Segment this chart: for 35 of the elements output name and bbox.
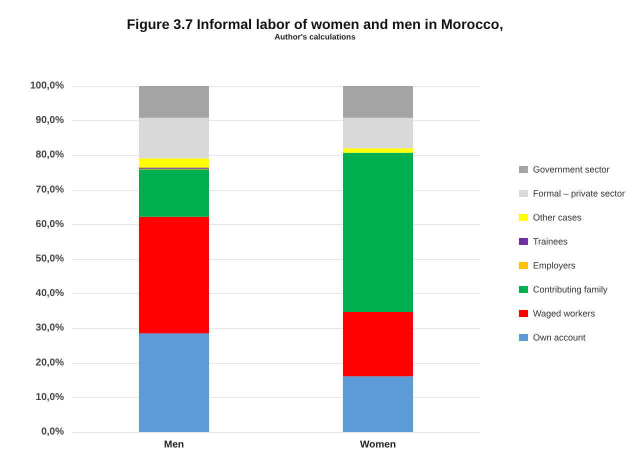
bar	[343, 148, 413, 153]
legend-label: Employers	[532, 260, 576, 270]
y-tick-label: 40,0%	[36, 288, 64, 300]
y-tick-label: 70,0%	[36, 184, 64, 196]
legend-label: Government sector	[532, 164, 610, 174]
y-tick-label: 100,0%	[30, 80, 64, 92]
legend-label: Trainees	[532, 236, 568, 246]
y-tick-label: 10,0%	[36, 392, 64, 403]
bar	[343, 152, 413, 312]
bar	[139, 216, 209, 334]
bar	[139, 118, 209, 158]
bar	[343, 118, 413, 148]
legend-label: Own account	[532, 332, 586, 342]
y-tick-label: 0,0%	[41, 426, 64, 438]
legend-label: Contributing family	[532, 284, 608, 294]
x-tick-label: Women	[360, 440, 396, 450]
chart-subtitle: Author's calculations	[274, 32, 356, 42]
y-tick-label: 30,0%	[36, 322, 64, 334]
bar	[139, 86, 209, 118]
bar	[139, 158, 209, 168]
bar	[343, 376, 413, 432]
bar	[139, 169, 209, 217]
y-tick-label: 50,0%	[36, 254, 64, 264]
y-tick-label: 20,0%	[36, 357, 64, 368]
legend-label: Formal – private sector	[532, 188, 626, 198]
y-tick-label: 60,0%	[36, 218, 64, 230]
y-tick-label: 80,0%	[36, 150, 64, 161]
legend-label: Waged workers	[532, 308, 596, 318]
chart-title: Figure 3.7 Informal labor of women and men in Morocco,	[126, 16, 504, 32]
bar	[343, 312, 413, 376]
legend-label: Other cases	[532, 212, 582, 222]
bar	[139, 333, 209, 432]
bar	[343, 86, 413, 118]
y-tick-label: 90,0%	[36, 115, 64, 126]
x-tick-label: Men	[164, 440, 184, 450]
